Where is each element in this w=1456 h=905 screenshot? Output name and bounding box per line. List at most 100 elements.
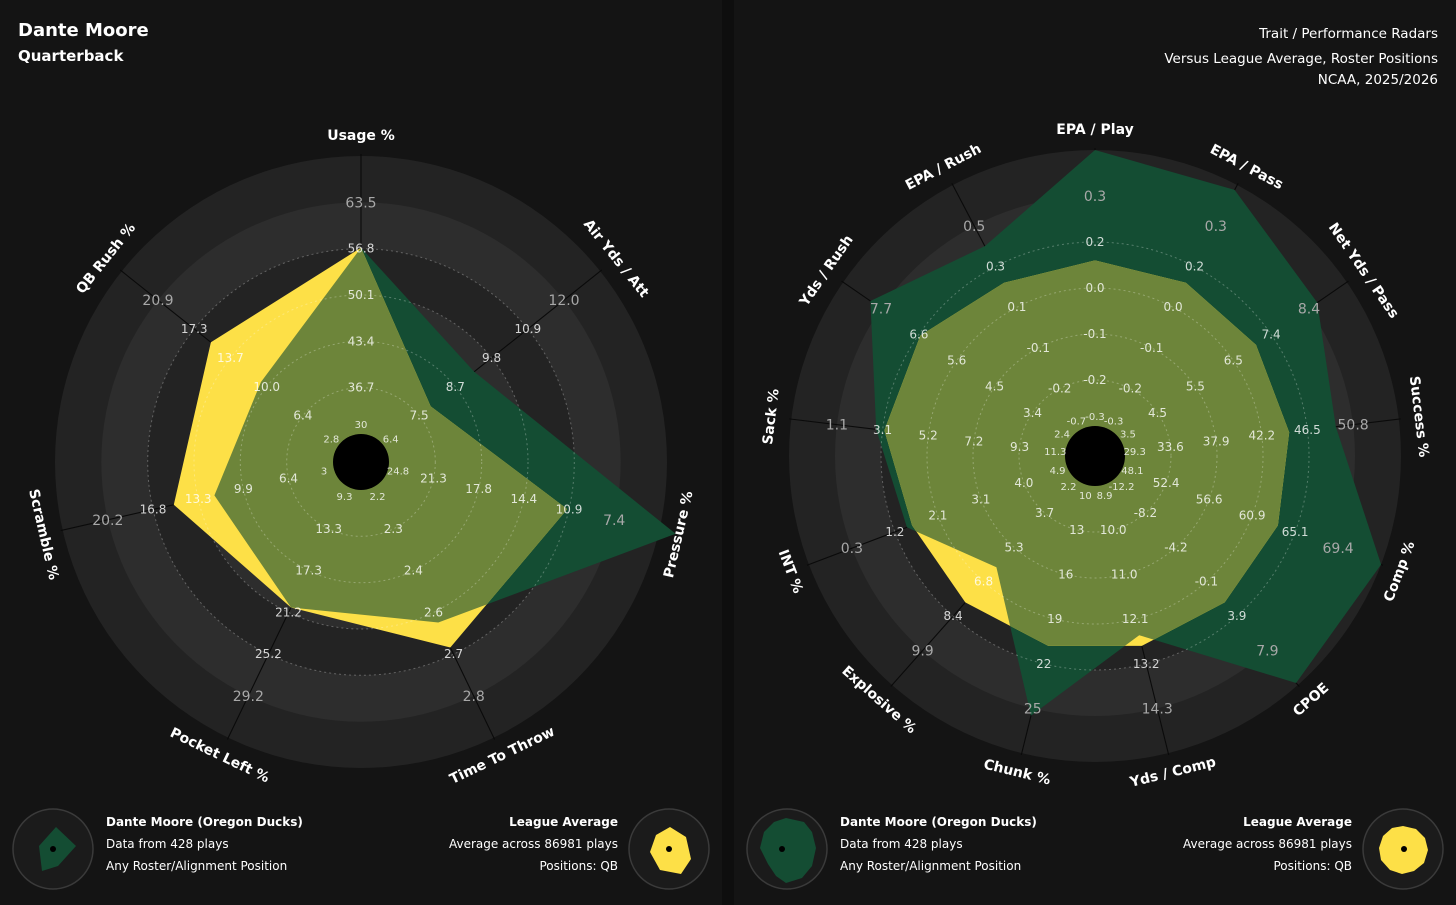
radar-gridline	[193, 294, 529, 630]
axis-max-label: 9.9	[911, 644, 933, 660]
tick-label: 9.8	[482, 351, 501, 365]
trait-radar-chart: 30 36.7 43.4 50.1 56.8 63.5 Usage % 6.4 7.5 8.7 9.…	[25, 128, 696, 788]
axis-label: Success %	[1406, 375, 1432, 458]
tick-label: 9.3	[1010, 440, 1029, 454]
tick-label: 6.8	[974, 575, 993, 589]
tick-label: 17.3	[295, 564, 322, 578]
tick-label: 6.4	[279, 472, 298, 486]
tick-label: 5.5	[1186, 380, 1205, 394]
tick-label: 3	[321, 467, 327, 478]
tick-label: 5.3	[1005, 540, 1024, 554]
radar-gridline	[147, 248, 575, 676]
tick-label: 19	[1047, 612, 1062, 626]
tick-label: -0.1	[1083, 327, 1106, 341]
axis-label: Usage %	[327, 128, 395, 144]
axis-max-label: 2.8	[463, 689, 485, 705]
league-legend: League Average Average across 86981 play…	[449, 811, 618, 877]
tick-label: 48.1	[1121, 466, 1143, 477]
tick-label: 0.3	[986, 260, 1005, 274]
player-legend-swatch	[12, 808, 94, 890]
tick-label: 6.4	[293, 409, 312, 423]
tick-label: 0.2	[1085, 235, 1104, 249]
axis-label: Sack %	[760, 388, 783, 446]
tick-label: 4.9	[1050, 466, 1066, 477]
tick-label: 16	[1058, 568, 1073, 582]
tick-label: 2.2	[370, 492, 386, 503]
tick-label: -0.3	[1104, 417, 1124, 428]
tick-label: 3.7	[1035, 506, 1054, 520]
radar-gridline	[1018, 379, 1172, 533]
player-legend-title: Dante Moore (Oregon Ducks)	[106, 815, 303, 829]
tick-label: 8.4	[944, 609, 963, 623]
radar-gridline	[239, 340, 483, 584]
player-legend-plays: Data from 428 plays	[106, 837, 229, 851]
tick-label: 21.2	[275, 606, 302, 620]
tick-label: 8.7	[446, 380, 465, 394]
radar-gridline	[286, 387, 436, 537]
tick-label: 65.1	[1282, 525, 1309, 539]
axis-max-label: 0.3	[1205, 219, 1227, 235]
radar-gridline	[972, 333, 1218, 579]
player-legend-position: Any Roster/Alignment Position	[840, 859, 1022, 873]
tick-label: 10.0	[253, 380, 280, 394]
radar-center	[1065, 426, 1125, 486]
tick-label: 33.6	[1157, 440, 1184, 454]
tick-label: 42.2	[1248, 429, 1275, 443]
tick-label: 56.8	[348, 242, 375, 256]
tick-label: 13.2	[1133, 657, 1160, 671]
chart-subtitle: Versus League Average, Roster Positions	[1164, 51, 1438, 67]
tick-label: -0.1	[1027, 341, 1050, 355]
right-radar-panel: Trait / Performance Radars Versus League…	[734, 0, 1456, 905]
tick-label: 0.2	[1185, 260, 1204, 274]
axis-max-label: 7.9	[1256, 644, 1278, 660]
league-legend-title: League Average	[1243, 815, 1352, 829]
tick-label: 1.2	[885, 525, 904, 539]
radar-gridline	[926, 287, 1264, 625]
axis-max-label: 0.3	[841, 541, 863, 557]
tick-label: 0.0	[1164, 300, 1183, 314]
player-legend-position: Any Roster/Alignment Position	[106, 859, 288, 873]
tick-label: 22	[1036, 657, 1051, 671]
tick-label: 2.7	[444, 647, 463, 661]
tick-label: 3.9	[1227, 609, 1246, 623]
tick-label: 7.5	[410, 409, 429, 423]
tick-label: 36.7	[348, 381, 375, 395]
tick-label: 10.9	[556, 503, 583, 517]
tick-label: 2.4	[404, 564, 423, 578]
tick-label: -0.2	[1048, 382, 1071, 396]
tick-label: 50.1	[348, 288, 375, 302]
tick-label: 13.3	[185, 492, 212, 506]
league-legend: League Average Average across 86981 play…	[1183, 811, 1352, 877]
axis-label: EPA / Play	[1056, 122, 1133, 138]
tick-label: -0.7	[1067, 417, 1087, 428]
tick-label: 3.1	[971, 492, 990, 506]
axis-max-label: 7.4	[603, 513, 625, 529]
tick-label: -4.2	[1164, 540, 1187, 554]
tick-label: 2.4	[1054, 429, 1070, 440]
tick-label: 11.0	[1111, 568, 1138, 582]
player-legend: Dante Moore (Oregon Ducks) Data from 428…	[106, 811, 303, 877]
league-legend-plays: Average across 86981 plays	[448, 837, 618, 851]
tick-label: 4.5	[1148, 406, 1167, 420]
axis-max-label: 29.2	[233, 689, 264, 705]
tick-label: 30	[355, 420, 368, 431]
league-legend-plays: Average across 86981 plays	[1182, 837, 1352, 851]
axis-label: Scramble %	[25, 488, 61, 582]
axis-max-label: 1.1	[826, 418, 848, 434]
tick-label: 2.6	[424, 606, 443, 620]
tick-label: 13	[1069, 523, 1084, 537]
tick-label: 11.3	[1044, 447, 1066, 458]
tick-label: -0.2	[1083, 373, 1106, 387]
player-legend-title: Dante Moore (Oregon Ducks)	[840, 815, 1037, 829]
league-legend-swatch	[628, 808, 710, 890]
player-position: Quarterback	[18, 47, 124, 65]
axis-label: Comp %	[1381, 539, 1418, 604]
league-legend-positions: Positions: QB	[539, 859, 618, 873]
tick-label: 6.4	[383, 434, 399, 445]
axis-max-label: 63.5	[345, 195, 376, 211]
tick-label: 2.2	[1061, 482, 1077, 493]
tick-label: 4.5	[985, 380, 1004, 394]
tick-label: 5.6	[947, 354, 966, 368]
tick-label: 10	[1079, 491, 1092, 502]
chart-title: Trait / Performance Radars	[1259, 26, 1438, 42]
